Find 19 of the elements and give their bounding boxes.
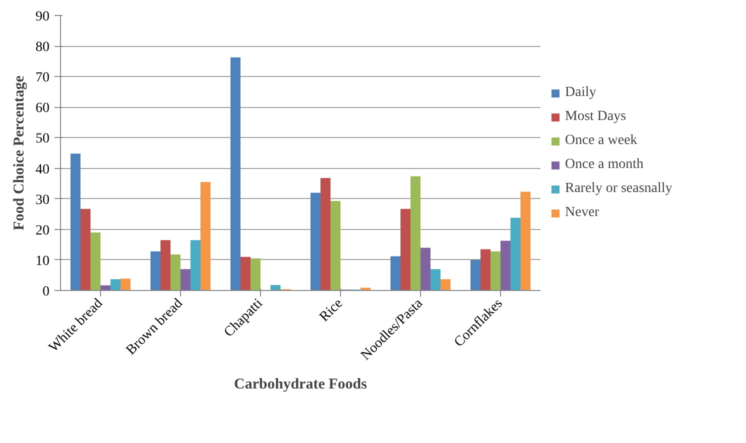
legend-label: Once a week — [565, 132, 638, 148]
y-tick-label: 80 — [36, 40, 50, 56]
y-tick-label: 20 — [36, 223, 50, 238]
y-tick-label: 60 — [36, 101, 50, 116]
legend-label: Once a month — [565, 156, 645, 172]
y-tick-label: 50 — [36, 132, 50, 147]
legend-label: Most Days — [565, 108, 628, 124]
y-tick-label: 70 — [36, 70, 50, 86]
y-tick-label: 40 — [36, 162, 50, 178]
legend-label: Never — [565, 204, 600, 220]
x-tick-label: Rice — [317, 296, 346, 325]
y-tick-label: 0 — [42, 284, 50, 300]
legend-label: Rarely or seasnally — [565, 180, 672, 196]
x-axis-title: Carbohydrate Foods — [234, 376, 368, 393]
y-tick-label: 30 — [36, 192, 50, 208]
y-tick-label: 90 — [36, 10, 50, 24]
legend-label: Daily — [565, 84, 598, 100]
y-axis-title: Food Choice Percentage — [12, 75, 28, 230]
y-tick-label: 10 — [36, 254, 50, 269]
